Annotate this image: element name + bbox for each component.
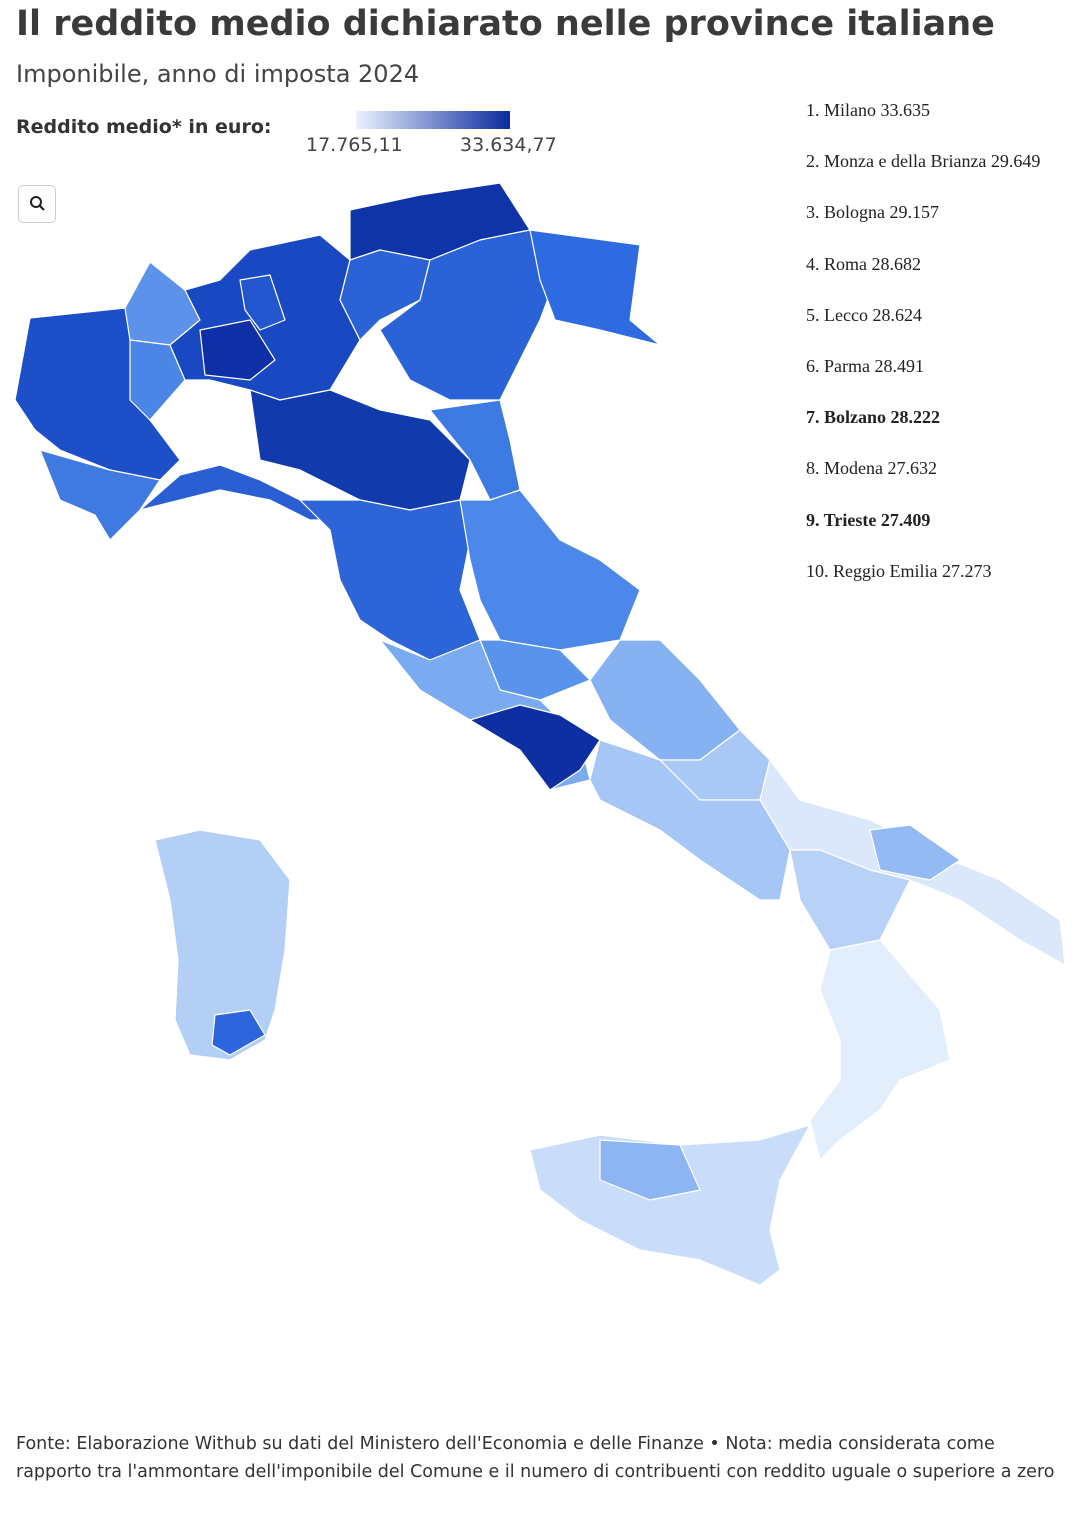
ranking-item: 4. Roma 28.682 — [806, 253, 921, 274]
region — [459, 489, 641, 651]
legend-label: Reddito medio* in euro: — [16, 116, 272, 138]
region — [199, 319, 276, 381]
ranking-item: 10. Reggio Emilia 27.273 — [806, 560, 992, 581]
region — [589, 639, 741, 761]
region — [809, 939, 951, 1161]
region — [379, 229, 556, 401]
ranking-item: 6. Parma 28.491 — [806, 355, 924, 376]
ranking-item: 2. Monza e della Brianza 29.649 — [806, 151, 1041, 172]
region — [39, 449, 161, 541]
search-icon — [30, 196, 45, 211]
title: Il reddito medio dichiarato nelle provin… — [16, 4, 995, 44]
region — [139, 464, 331, 521]
ranking: 1. Milano 33.635 2. Monza e della Brianza… — [806, 100, 1040, 612]
region — [599, 1139, 701, 1201]
region — [869, 824, 961, 881]
region — [239, 274, 286, 331]
legend-max: 33.634,77 — [460, 134, 557, 156]
ranking-item: 9. Trieste 27.409 — [806, 509, 931, 530]
ranking-item: 8. Modena 27.632 — [806, 458, 937, 479]
region — [154, 829, 291, 1061]
region — [129, 339, 186, 421]
legend-bar — [356, 111, 510, 129]
ranking-item: 7. Bolzano 28.222 — [806, 407, 941, 428]
subtitle: Imponibile, anno di imposta 2024 — [16, 60, 420, 88]
region — [339, 249, 431, 341]
region — [529, 229, 661, 346]
footer-note: Fonte: Elaborazione Withub su dati del M… — [16, 1434, 1055, 1482]
legend-gradient — [356, 111, 510, 129]
region — [211, 1009, 266, 1056]
region — [249, 389, 471, 511]
search-button[interactable] — [18, 185, 56, 223]
ranking-item: 1. Milano 33.635 — [806, 100, 930, 120]
legend-min: 17.765,11 — [306, 134, 403, 156]
ranking-item: 3. Bologna 29.157 — [806, 202, 939, 223]
ranking-item: 5. Lecco 28.624 — [806, 304, 922, 325]
region — [299, 499, 481, 661]
region — [789, 849, 911, 951]
map — [14, 182, 1066, 1286]
region — [469, 704, 601, 791]
region — [589, 739, 791, 901]
